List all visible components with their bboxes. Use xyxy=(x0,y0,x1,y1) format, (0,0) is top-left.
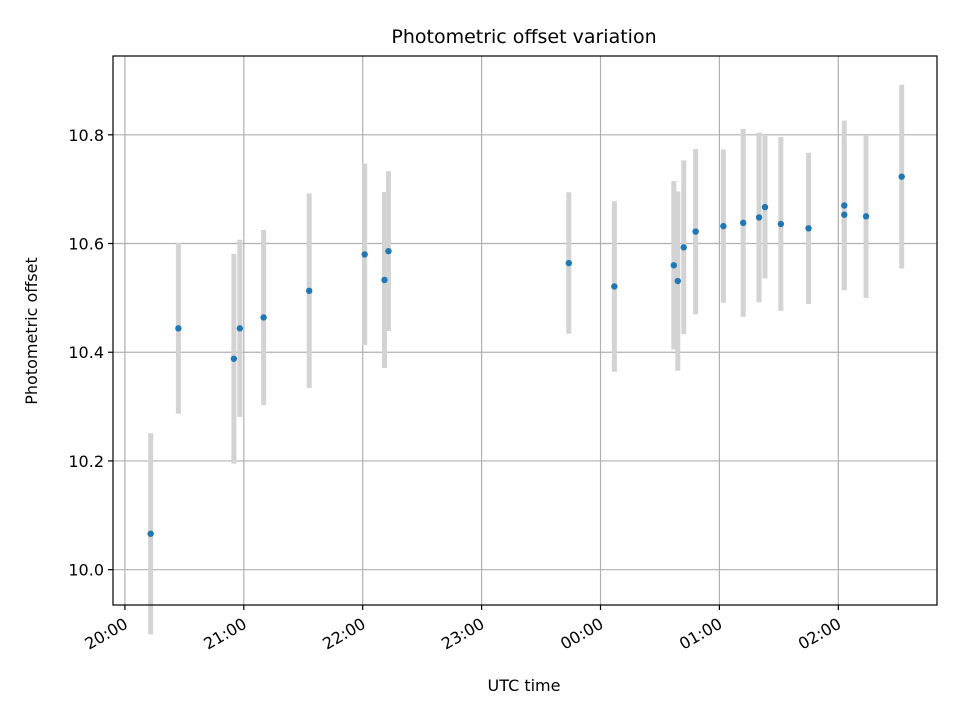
data-point xyxy=(565,259,572,267)
data-point xyxy=(862,213,870,220)
data-points xyxy=(147,173,905,537)
data-point xyxy=(175,325,182,332)
data-point xyxy=(841,211,848,218)
chart-title: Photometric offset variation xyxy=(391,26,656,48)
grid-lines xyxy=(113,56,937,605)
data-point xyxy=(147,530,154,537)
y-tick-label: 10.8 xyxy=(68,126,104,145)
data-point xyxy=(230,355,238,362)
data-point xyxy=(385,247,392,255)
x-axis-title: UTC time xyxy=(488,676,561,695)
data-point xyxy=(805,225,812,232)
y-tick-label: 10.0 xyxy=(68,561,104,580)
data-point xyxy=(236,325,244,332)
data-point xyxy=(381,276,388,284)
data-point xyxy=(720,222,727,230)
data-point xyxy=(670,262,678,269)
data-point xyxy=(692,228,699,235)
data-point xyxy=(680,244,687,251)
plot-frame xyxy=(112,55,938,606)
data-point xyxy=(841,202,848,209)
data-point xyxy=(361,251,368,258)
data-point xyxy=(898,173,905,180)
data-point xyxy=(674,277,681,285)
y-axis-ticks: 10.0 10.2 10.4 10.6 10.8 xyxy=(68,126,113,580)
data-point xyxy=(305,287,313,295)
data-point xyxy=(739,219,747,227)
y-tick-label: 10.4 xyxy=(68,343,104,362)
data-point xyxy=(761,203,769,211)
data-point xyxy=(777,220,785,228)
data-point xyxy=(260,314,267,321)
data-point xyxy=(611,283,618,290)
data-point xyxy=(755,214,763,221)
y-axis-title: Photometric offset xyxy=(22,257,41,405)
y-tick-label: 10.2 xyxy=(68,452,104,471)
y-tick-label: 10.6 xyxy=(68,235,104,254)
